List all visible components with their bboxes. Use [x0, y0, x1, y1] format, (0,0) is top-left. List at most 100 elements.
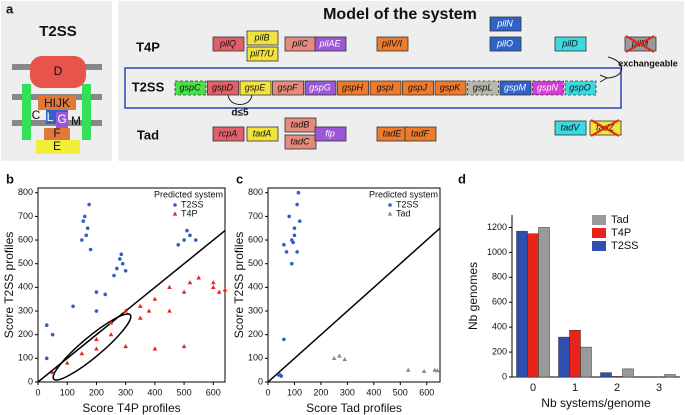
bar — [622, 368, 634, 378]
y-axis-label: Score T2SS profiles — [232, 232, 246, 339]
arrow-head — [599, 74, 609, 83]
gene-box — [369, 80, 402, 96]
part: E — [53, 139, 61, 153]
point — [432, 367, 438, 372]
gene-label: tadA — [253, 128, 272, 138]
point — [193, 238, 198, 242]
point — [216, 289, 222, 294]
point — [421, 368, 427, 373]
x-tick-label: 200 — [313, 387, 328, 397]
legend-label: Tad — [611, 214, 629, 226]
gene-box — [402, 80, 434, 96]
gene-box — [174, 80, 207, 96]
gene-box — [272, 80, 304, 96]
part: C — [32, 108, 41, 122]
point — [297, 219, 302, 223]
gene-label: gspK — [440, 82, 462, 92]
gene-label: gspM — [504, 82, 527, 92]
legend-swatch — [592, 228, 606, 238]
gene-box — [499, 80, 532, 96]
legend-marker — [172, 211, 178, 216]
c-pillar — [22, 84, 31, 140]
point — [182, 238, 186, 242]
gene-label: pilB — [253, 32, 269, 42]
gene-label: gspF — [277, 82, 298, 92]
legend-label: Tad — [396, 208, 411, 218]
legend-marker — [173, 203, 177, 207]
arrow — [605, 56, 623, 79]
gene-label: pilC — [291, 38, 308, 48]
point — [94, 290, 99, 294]
gene-box — [284, 117, 317, 133]
legend-label: T2SS — [611, 240, 639, 252]
row-label: T4P — [136, 39, 160, 54]
point — [112, 273, 116, 278]
gene-label: gspD — [212, 82, 234, 92]
y-tick-label: 600 — [492, 297, 507, 307]
point — [108, 320, 114, 325]
x-tick-label: 300 — [118, 387, 133, 397]
x-tick-label: 1 — [572, 382, 578, 394]
legend-marker — [387, 211, 393, 216]
gene-label: gspI — [376, 82, 394, 92]
y-tick-label: 300 — [18, 305, 33, 315]
gene-label: gspL — [473, 82, 493, 92]
point — [87, 202, 91, 207]
x-tick-label: 0 — [265, 387, 270, 397]
legend-label: T4P — [611, 227, 631, 239]
point — [123, 344, 128, 349]
point — [167, 308, 172, 313]
point — [137, 315, 143, 320]
point — [342, 357, 348, 362]
point — [120, 261, 125, 266]
point — [146, 308, 152, 313]
point — [94, 309, 99, 313]
y-axis-label: Nb genomes — [466, 262, 480, 330]
point — [44, 356, 49, 361]
part: HIJK — [44, 96, 70, 110]
legend-label: T2SS — [396, 199, 419, 209]
legend-swatch — [592, 215, 606, 225]
gene-box — [554, 120, 587, 136]
distance-arc — [227, 93, 253, 105]
x-tick-label: 400 — [366, 387, 381, 397]
point — [50, 332, 55, 337]
point — [152, 296, 158, 301]
legend-title: Predicted system — [369, 189, 438, 199]
gene-box — [467, 80, 499, 96]
part: L — [47, 110, 54, 124]
point — [108, 332, 114, 337]
point — [64, 360, 70, 365]
point — [119, 252, 124, 257]
x-tick-label: 500 — [177, 387, 192, 397]
point — [44, 323, 49, 328]
gene-label: tadC — [290, 136, 310, 146]
y-tick-label: 200 — [492, 346, 507, 356]
point — [118, 257, 122, 261]
x-tick-label: 100 — [60, 387, 75, 397]
gene-label: tadE — [383, 128, 403, 138]
hijk-part — [38, 96, 76, 110]
gene-label: pilO — [496, 38, 513, 48]
point — [85, 226, 90, 231]
x-tick-label: 500 — [393, 387, 408, 397]
y-tick-label: 0 — [28, 376, 33, 386]
x-tick-label: 2 — [614, 382, 620, 394]
y-tick-label: 500 — [18, 258, 33, 268]
gene-box — [564, 80, 597, 96]
point — [290, 261, 294, 266]
point — [103, 292, 108, 297]
y-tick-label: 200 — [248, 329, 263, 339]
gene-label: pilD — [561, 38, 578, 48]
point — [296, 190, 301, 195]
x-tick-label: 0 — [35, 387, 40, 397]
legend-title: Predicted system — [154, 189, 223, 199]
x-axis-label: Nb systems/genome — [541, 396, 651, 410]
gene-label: pilQ — [219, 38, 236, 48]
x-tick-label: 300 — [340, 387, 355, 397]
y-tick-label: 300 — [248, 305, 263, 315]
diagonal — [267, 227, 441, 383]
bar — [611, 376, 623, 378]
note: exchangeable — [618, 58, 678, 68]
gene-label: gspH — [342, 82, 364, 92]
